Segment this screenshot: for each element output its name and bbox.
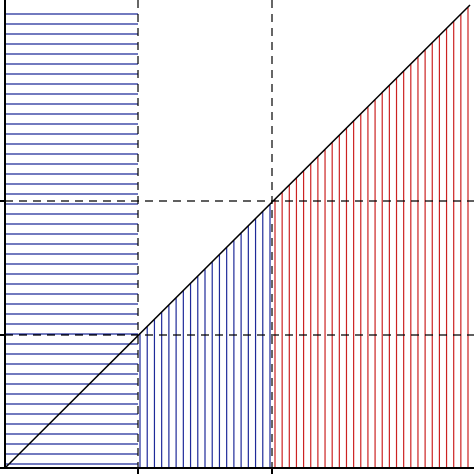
dashed-guides xyxy=(5,0,474,468)
left-horizontal-hatch xyxy=(5,13,138,465)
middle-vertical-hatch xyxy=(139,204,271,468)
diagonal-line xyxy=(4,4,471,469)
right-vertical-hatch xyxy=(274,6,469,468)
